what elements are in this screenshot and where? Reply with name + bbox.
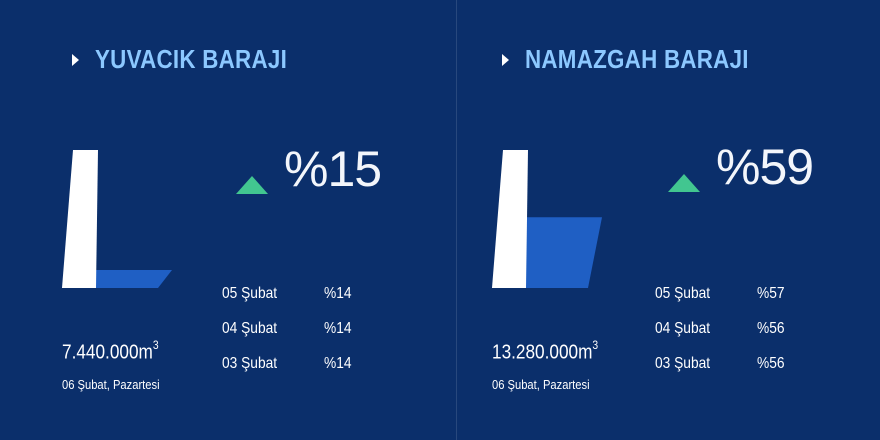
history-row: 05 Şubat %57 [655,276,789,311]
dam-volume: 7.440.000m3 [62,338,159,365]
caret-right-icon [502,53,509,66]
history-row: 05 Şubat %14 [222,276,356,311]
history-date: 04 Şubat [655,319,711,337]
triangle-up-icon [236,176,268,194]
dam-title-row: YUVACIK BARAJI [72,44,318,75]
dam-volume-unit-exponent: 3 [152,338,159,352]
caret-right-icon [72,53,79,66]
dam-level-graphic [62,150,172,288]
history-row: 03 Şubat %56 [655,346,789,381]
dam-water-fill [96,270,172,288]
dam-volume-value: 7.440.000m [62,341,153,364]
dam-volume-unit-exponent: 3 [592,338,599,352]
history-list: 05 Şubat %14 04 Şubat %14 03 Şubat %14 [222,276,356,381]
dam-wall-icon [60,148,180,288]
dam-name: NAMAZGAH BARAJI [525,44,749,74]
dam-wall [492,150,528,288]
dam-title-row: NAMAZGAH BARAJI [502,44,785,75]
history-value: %56 [757,319,785,337]
dam-volume: 13.280.000m3 [492,338,599,365]
history-row: 04 Şubat %56 [655,311,789,346]
history-date: 03 Şubat [655,354,711,372]
history-date: 03 Şubat [222,354,278,372]
history-date: 05 Şubat [655,284,711,302]
history-value: %57 [757,284,785,302]
dam-volume-value: 13.280.000m [492,341,593,364]
history-row: 04 Şubat %14 [222,311,356,346]
history-list: 05 Şubat %57 04 Şubat %56 03 Şubat %56 [655,276,789,381]
history-date: 05 Şubat [222,284,278,302]
dam-card-yuvacik: YUVACIK BARAJI 7.440.000m3 06 Şubat, Paz… [60,44,382,392]
history-value: %56 [757,354,785,372]
dam-water-fill [526,217,602,288]
dam-wall-icon [490,148,610,288]
current-percent: %59 [716,139,814,195]
dam-date: 06 Şubat, Pazartesi [492,377,590,392]
history-value: %14 [324,319,352,337]
panel-divider [456,0,457,440]
dam-name: YUVACIK BARAJI [95,44,288,74]
triangle-up-icon [668,174,700,192]
history-value: %14 [324,354,352,372]
dam-level-graphic [492,150,602,288]
history-value: %14 [324,284,352,302]
current-percent: %15 [284,141,382,197]
history-date: 04 Şubat [222,319,278,337]
dam-card-namazgah: NAMAZGAH BARAJI 13.280.000m3 06 Şubat, P… [440,0,880,440]
history-row: 03 Şubat %14 [222,346,356,381]
dam-date: 06 Şubat, Pazartesi [62,377,160,392]
dam-wall [62,150,98,288]
